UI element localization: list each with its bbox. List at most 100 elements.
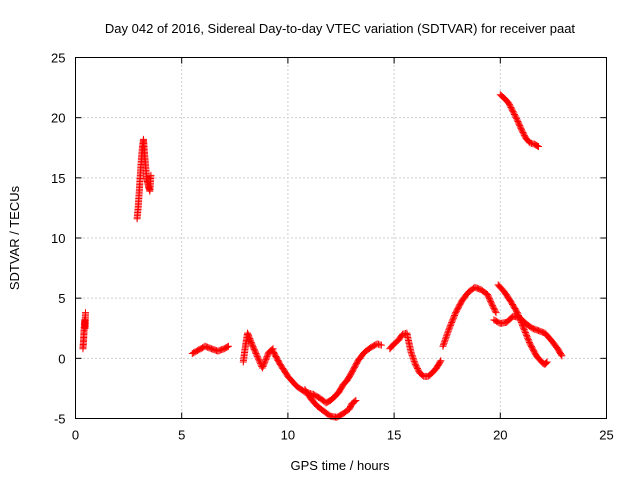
y-tick-labels: -5 0 5 10 15 20 25 (51, 51, 65, 427)
data-point (253, 351, 261, 359)
data-point (521, 329, 529, 337)
data-point (491, 307, 499, 315)
data-point (436, 358, 444, 366)
data-point (450, 313, 458, 321)
data-point (262, 354, 270, 362)
data-point (224, 342, 232, 350)
series-seg7 (386, 329, 445, 380)
data-point (259, 363, 267, 371)
data-point (411, 359, 419, 367)
data-point (449, 316, 457, 324)
data-point (523, 333, 531, 341)
series-seg5 (269, 340, 385, 407)
x-tick-label: 0 (72, 428, 79, 443)
data-point (444, 329, 452, 337)
series-seg10 (490, 312, 566, 360)
data-point (535, 143, 543, 151)
data-point (442, 335, 450, 343)
data-point (543, 358, 551, 366)
y-tick-label: 0 (58, 351, 65, 366)
series-seg8 (439, 283, 500, 350)
data-point (253, 352, 261, 360)
data-point (441, 336, 449, 344)
data-point (445, 326, 453, 334)
x-tick-label: 10 (281, 428, 295, 443)
x-tick-label: 15 (387, 428, 401, 443)
data-point (557, 351, 565, 359)
data-point (377, 341, 385, 349)
data-point (352, 396, 360, 404)
grid-lines (75, 57, 607, 419)
data-point (255, 357, 263, 365)
data-point (409, 354, 417, 362)
data-point (542, 359, 550, 367)
data-point (542, 360, 550, 368)
data-point (522, 330, 530, 338)
data-point (449, 314, 457, 322)
data-point (147, 171, 155, 179)
data-point (442, 333, 450, 341)
data-point (439, 341, 447, 349)
x-tick-label: 20 (493, 428, 507, 443)
data-point (451, 311, 459, 319)
data-point (448, 319, 456, 327)
data-point (261, 358, 269, 366)
data-point (447, 320, 455, 328)
x-tick-labels: 0 5 10 15 20 25 (72, 428, 614, 443)
series-seg6 (301, 386, 360, 421)
data-point (441, 338, 449, 346)
data-point (351, 397, 359, 405)
series-seg11 (496, 91, 543, 151)
data-point (408, 350, 416, 358)
series-seg1 (79, 309, 89, 353)
data-point (223, 343, 231, 351)
data-point (520, 326, 528, 334)
data-point (260, 361, 268, 369)
data-point (410, 356, 418, 364)
data-point (523, 331, 531, 339)
x-tick-label: 5 (178, 428, 185, 443)
y-tick-label: 15 (51, 171, 65, 186)
data-point (448, 317, 456, 325)
data-point (261, 357, 269, 365)
data-point (521, 327, 529, 335)
data-point (524, 336, 532, 344)
series-seg3 (188, 342, 232, 358)
data-point (440, 339, 448, 347)
data-point (407, 348, 415, 356)
data-point (263, 353, 271, 361)
data-point (81, 309, 89, 317)
data-point (268, 346, 276, 354)
data-point (533, 142, 541, 150)
data-point (437, 357, 445, 365)
data-point (524, 334, 532, 342)
data-point (255, 355, 263, 363)
axis-ticks (75, 57, 607, 419)
y-tick-label: -5 (54, 412, 66, 427)
data-point (558, 352, 566, 360)
data-point (408, 351, 416, 359)
data-point (446, 321, 454, 329)
y-axis-label: SDTVAR / TECUs (7, 185, 22, 290)
y-tick-label: 25 (51, 51, 65, 66)
data-points (79, 91, 566, 421)
data-point (444, 327, 452, 335)
data-point (443, 332, 451, 340)
data-point (409, 353, 417, 361)
x-axis-label: GPS time / hours (291, 458, 390, 473)
series-seg2 (133, 135, 155, 223)
data-point (492, 309, 500, 317)
y-tick-label: 10 (51, 231, 65, 246)
chart-title: Day 042 of 2016, Sidereal Day-to-day VTE… (105, 21, 576, 36)
data-point (254, 354, 262, 362)
data-point (525, 337, 533, 345)
data-point (264, 351, 272, 359)
data-point (520, 324, 528, 332)
data-point (252, 350, 260, 358)
data-point (260, 360, 268, 368)
y-tick-label: 5 (58, 291, 65, 306)
data-point (445, 324, 453, 332)
y-tick-label: 20 (51, 111, 65, 126)
data-point (439, 342, 447, 350)
